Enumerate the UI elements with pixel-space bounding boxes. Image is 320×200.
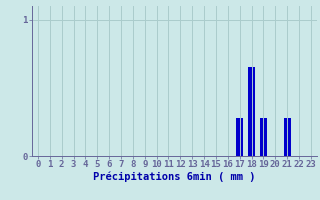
Bar <box>284 118 291 156</box>
Bar <box>248 67 255 156</box>
Bar <box>260 118 267 156</box>
Bar <box>236 118 243 156</box>
X-axis label: Précipitations 6min ( mm ): Précipitations 6min ( mm ) <box>93 172 256 182</box>
